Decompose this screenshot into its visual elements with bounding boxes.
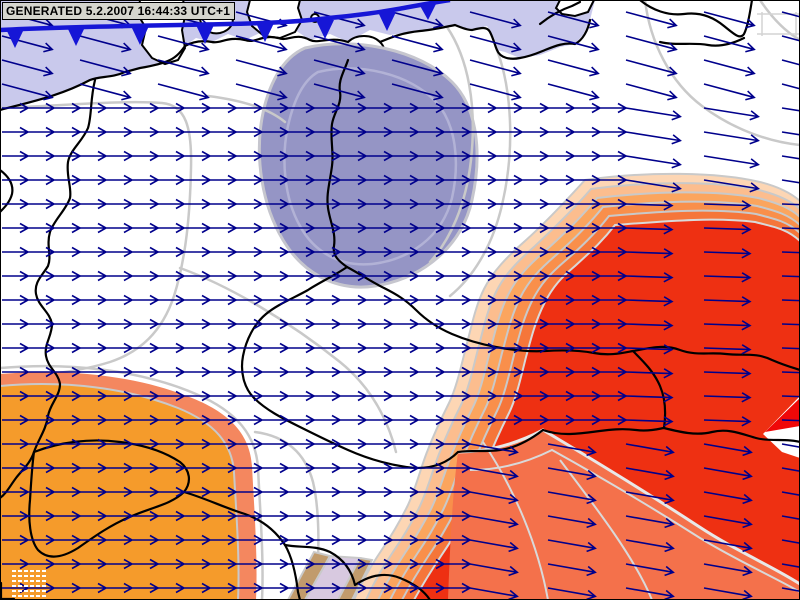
cold-front-triangle-icon — [316, 20, 334, 39]
oder-border — [326, 58, 350, 269]
cold-front-triangle-icon — [256, 23, 274, 42]
bay-north-shore — [538, 0, 582, 26]
cold-front-triangle-icon — [131, 26, 149, 45]
baltic-coastline — [183, 35, 350, 48]
western-border — [0, 78, 97, 500]
cold-front-line — [0, 0, 451, 48]
northeast-coast-border — [638, 0, 754, 47]
cold-front-triangle-icon — [378, 12, 396, 31]
czech-slovakia-border — [631, 349, 667, 430]
salmon-region-contours — [457, 428, 800, 600]
czech-west-south-border — [240, 265, 545, 469]
alps-border — [182, 490, 302, 600]
south-east-border — [541, 426, 800, 444]
switzerland-border — [28, 439, 190, 558]
generated-timestamp-label: GENERATED 5.2.2007 16:44:33 UTC+1 — [2, 2, 236, 20]
warm-front-triangle-icon — [765, 398, 800, 432]
slate-cell-region — [257, 42, 479, 289]
grid-artifact — [757, 12, 800, 36]
hatch-pattern — [12, 570, 46, 597]
cold-front-triangle-icon — [419, 2, 437, 20]
left-edge-border-bit — [0, 168, 14, 214]
cold-front-triangle-icon — [67, 27, 85, 46]
alps-border-east — [283, 543, 432, 600]
salmon-southeast-region — [448, 430, 800, 600]
cold-front-triangle-icon — [196, 25, 214, 44]
cold-front-triangle-icon — [6, 29, 24, 48]
right-edge-front-wedge — [763, 396, 800, 458]
wind-arrow-field — [1, 11, 800, 600]
